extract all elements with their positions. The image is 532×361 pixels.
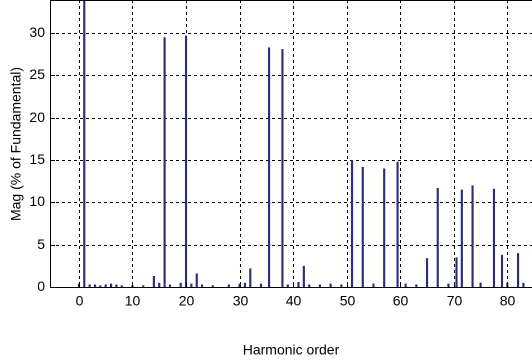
bar (372, 283, 375, 287)
bar (201, 284, 204, 287)
x-tick-label: 20 (179, 293, 195, 309)
bar (517, 253, 520, 287)
bar (361, 166, 364, 287)
x-tick-label: 40 (286, 293, 302, 309)
y-tick-label: 20 (29, 109, 45, 125)
y-tick-label: 10 (29, 193, 45, 209)
bar (460, 189, 463, 287)
bar (436, 187, 439, 287)
x-tick-label: 70 (447, 293, 463, 309)
bar (318, 284, 321, 287)
bar (93, 284, 97, 287)
bar (190, 283, 193, 287)
bar (267, 47, 271, 287)
bar (211, 285, 214, 287)
bar (99, 285, 102, 287)
grid (50, 0, 532, 288)
bar (297, 281, 300, 287)
bar (415, 284, 418, 287)
bar (447, 283, 450, 287)
x-tick-label: 0 (76, 293, 84, 309)
bar (286, 284, 289, 287)
bar (340, 284, 343, 287)
bar (243, 282, 247, 287)
bar (471, 185, 474, 287)
bar (302, 265, 305, 287)
bar (83, 0, 86, 287)
bar (195, 273, 198, 287)
y-tick-label: 5 (37, 236, 45, 252)
bar (120, 285, 123, 287)
bar (163, 37, 166, 287)
x-tick-label: 60 (393, 293, 409, 309)
x-tick-label: 10 (125, 293, 141, 309)
y-tick-label: 25 (29, 66, 45, 82)
bar (109, 283, 113, 287)
bar (492, 188, 496, 287)
bar (329, 283, 332, 287)
bar (179, 282, 182, 287)
bar (281, 49, 284, 287)
bar (168, 284, 172, 287)
bar (184, 35, 188, 287)
bar (238, 283, 241, 287)
bar (88, 284, 91, 287)
bar (259, 283, 263, 287)
y-tick-label: 30 (29, 24, 45, 40)
bar (522, 282, 525, 287)
y-tick-label: 15 (29, 151, 45, 167)
x-tick-label: 50 (340, 293, 356, 309)
bar (115, 284, 118, 287)
bar (249, 268, 252, 287)
bar (383, 168, 386, 287)
bar (500, 254, 504, 287)
bar (455, 257, 458, 287)
plot-area (50, 0, 532, 287)
y-tick-label: 0 (37, 278, 45, 294)
x-tick-label: 30 (233, 293, 249, 309)
y-axis-label: Mag (% of Fundamental) (8, 67, 24, 221)
bar (425, 258, 429, 287)
bar (350, 160, 354, 287)
bar (152, 275, 155, 287)
x-axis-label: Harmonic order (243, 342, 340, 358)
bar (404, 283, 407, 287)
bar (308, 284, 311, 287)
bar (396, 161, 399, 287)
x-tick-label: 80 (500, 293, 516, 309)
bar (104, 284, 107, 287)
bars (77, 0, 525, 287)
bar (158, 282, 161, 287)
bar (142, 285, 145, 287)
bar (77, 283, 80, 287)
bar (227, 284, 230, 287)
bar (479, 282, 482, 287)
